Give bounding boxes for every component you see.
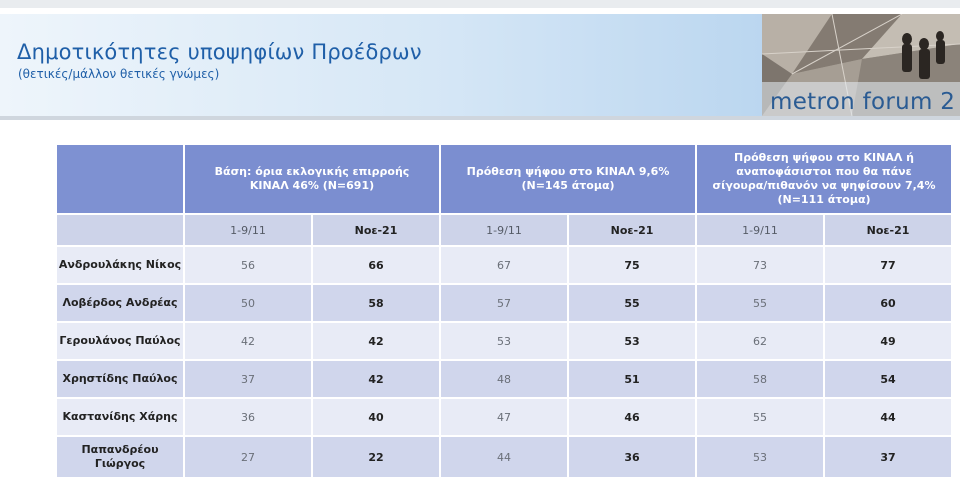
table-row: Καστανίδης Χάρης 36 40 47 46 55 44 bbox=[55, 397, 954, 437]
value-cell: 36 bbox=[183, 397, 313, 437]
top-strip bbox=[0, 0, 960, 8]
value-cell: 22 bbox=[311, 435, 441, 479]
value-cell: 46 bbox=[566, 397, 698, 437]
table-row: Γερουλάνος Παύλος 42 42 53 53 62 49 bbox=[55, 321, 954, 361]
value-cell: 42 bbox=[311, 359, 441, 399]
value-cell: 27 bbox=[183, 435, 313, 479]
page-subtitle: (θετικές/μάλλον θετικές γνώμες) bbox=[18, 67, 220, 81]
period-header: Νοε-21 bbox=[311, 213, 441, 247]
group-header-row: Βάση: όρια εκλογικής επιρροής ΚΙΝΑΛ 46% … bbox=[55, 143, 954, 215]
period-header: 1-9/11 bbox=[695, 213, 826, 247]
popularity-table: Βάση: όρια εκλογικής επιρροής ΚΙΝΑΛ 46% … bbox=[55, 143, 954, 479]
value-cell: 42 bbox=[183, 321, 313, 361]
value-cell: 53 bbox=[566, 321, 698, 361]
value-cell: 53 bbox=[439, 321, 569, 361]
group-header-vote-intention: Πρόθεση ψήφου στο ΚΙΝΑΛ 9,6% (N=145 άτομ… bbox=[438, 143, 698, 215]
value-cell: 55 bbox=[695, 397, 826, 437]
value-cell: 36 bbox=[566, 435, 698, 479]
page-title: Δημοτικότητες υποψηφίων Προέδρων bbox=[17, 40, 422, 64]
value-cell: 42 bbox=[311, 321, 441, 361]
value-cell: 54 bbox=[823, 359, 954, 399]
corner-cell bbox=[55, 143, 185, 215]
value-cell: 60 bbox=[823, 283, 954, 323]
table-row: Ανδρουλάκης Νίκος 56 66 67 75 73 77 bbox=[55, 245, 954, 285]
value-cell: 75 bbox=[566, 245, 698, 285]
value-cell: 73 bbox=[695, 245, 826, 285]
period-corner-cell bbox=[55, 213, 185, 247]
value-cell: 57 bbox=[439, 283, 569, 323]
candidate-name: Χρηστίδης Παύλος bbox=[55, 359, 185, 399]
candidate-name: Λοβέρδος Ανδρέας bbox=[55, 283, 185, 323]
value-cell: 47 bbox=[439, 397, 569, 437]
candidate-name: Γερουλάνος Παύλος bbox=[55, 321, 185, 361]
logo-text: metron forum 2 bbox=[770, 89, 956, 115]
period-header: 1-9/11 bbox=[439, 213, 569, 247]
period-header: Νοε-21 bbox=[566, 213, 698, 247]
value-cell: 37 bbox=[823, 435, 954, 479]
value-cell: 44 bbox=[439, 435, 569, 479]
value-cell: 37 bbox=[183, 359, 313, 399]
period-header: 1-9/11 bbox=[183, 213, 313, 247]
value-cell: 58 bbox=[311, 283, 441, 323]
period-header-row: 1-9/11 Νοε-21 1-9/11 Νοε-21 1-9/11 Νοε-2… bbox=[55, 213, 954, 247]
value-cell: 77 bbox=[823, 245, 954, 285]
value-cell: 62 bbox=[695, 321, 826, 361]
value-cell: 56 bbox=[183, 245, 313, 285]
group-header-vote-or-undecided: Πρόθεση ψήφου στο ΚΙΝΑΛ ή αναποφάσιστοι … bbox=[695, 143, 954, 215]
table-row: Χρηστίδης Παύλος 37 42 48 51 58 54 bbox=[55, 359, 954, 399]
table-row: Λοβέρδος Ανδρέας 50 58 57 55 55 60 bbox=[55, 283, 954, 323]
group-header-base: Βάση: όρια εκλογικής επιρροής ΚΙΝΑΛ 46% … bbox=[183, 143, 441, 215]
value-cell: 55 bbox=[566, 283, 698, 323]
value-cell: 55 bbox=[695, 283, 826, 323]
banner-divider bbox=[0, 116, 960, 120]
value-cell: 58 bbox=[695, 359, 826, 399]
value-cell: 49 bbox=[823, 321, 954, 361]
value-cell: 67 bbox=[439, 245, 569, 285]
value-cell: 66 bbox=[311, 245, 441, 285]
value-cell: 53 bbox=[695, 435, 826, 479]
value-cell: 48 bbox=[439, 359, 569, 399]
period-header: Νοε-21 bbox=[823, 213, 954, 247]
value-cell: 51 bbox=[566, 359, 698, 399]
value-cell: 50 bbox=[183, 283, 313, 323]
candidate-name: Καστανίδης Χάρης bbox=[55, 397, 185, 437]
table-row: Παπανδρέου Γιώργος 27 22 44 36 53 37 bbox=[55, 435, 954, 479]
value-cell: 44 bbox=[823, 397, 954, 437]
candidate-name: Ανδρουλάκης Νίκος bbox=[55, 245, 185, 285]
value-cell: 40 bbox=[311, 397, 441, 437]
candidate-name: Παπανδρέου Γιώργος bbox=[55, 435, 185, 479]
logo-photo bbox=[762, 14, 960, 116]
logo-image: metron forum 2 bbox=[762, 14, 960, 116]
